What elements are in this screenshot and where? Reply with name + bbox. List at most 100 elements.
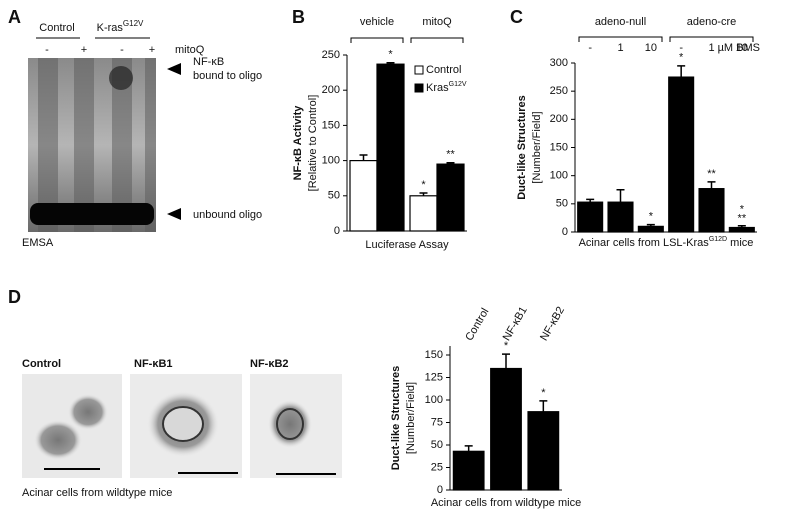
error-bar xyxy=(737,225,746,228)
y-tick-label: 100 xyxy=(322,155,340,167)
y-axis-title: Duct-like Structures xyxy=(390,366,402,471)
lane-label: - xyxy=(45,44,49,56)
y-axis-subtitle: [Number/Field] xyxy=(531,111,543,183)
y-tick-label: 25 xyxy=(431,461,443,473)
annotation: NF-κB xyxy=(193,56,224,68)
arrowhead xyxy=(167,63,181,75)
significance: * xyxy=(649,211,654,223)
image-label: NF-κB1 xyxy=(134,358,173,370)
x-axis-title: Acinar cells from wildtype mice xyxy=(431,497,581,509)
error-bar xyxy=(446,161,455,165)
x-tick-label: NF-κB1 xyxy=(501,305,530,343)
error-bar xyxy=(539,400,548,412)
y-tick-label: 75 xyxy=(431,416,443,428)
y-tick-label: 0 xyxy=(562,226,568,238)
error-bar xyxy=(586,198,595,203)
legend-label: Control xyxy=(426,64,461,76)
y-tick-label: 50 xyxy=(328,190,340,202)
annotation: bound to oligo xyxy=(193,70,262,82)
significance: * xyxy=(504,340,509,352)
error-bar xyxy=(502,353,510,369)
x-tick-label: - xyxy=(679,42,683,54)
bracket xyxy=(578,36,663,42)
unit-label: µM BMS xyxy=(718,42,760,54)
micrograph xyxy=(130,374,242,478)
text: Kras xyxy=(426,82,449,94)
lane-label: + xyxy=(149,44,155,56)
x-tick-label: 10 xyxy=(645,42,657,54)
treatment-label: mitoQ xyxy=(175,44,205,56)
superscript: G12D xyxy=(709,236,727,243)
panel-label: B xyxy=(292,7,305,27)
group-label: K-rasG12V xyxy=(97,19,144,34)
legend-swatch xyxy=(414,65,424,75)
text: mice xyxy=(727,237,753,249)
error-bar xyxy=(677,65,686,78)
bar xyxy=(527,411,560,491)
caption: Acinar cells from wildtype mice xyxy=(22,487,172,499)
x-tick-label: 10 xyxy=(736,42,748,54)
text: K-ras xyxy=(97,22,124,34)
annotation: unbound oligo xyxy=(193,209,262,221)
y-tick-label: 100 xyxy=(425,394,443,406)
panel-label: A xyxy=(8,7,21,27)
bar xyxy=(607,201,634,233)
y-tick-label: 150 xyxy=(550,141,568,153)
bar xyxy=(668,76,695,233)
error-bar xyxy=(707,181,716,189)
y-tick-label: 50 xyxy=(431,439,443,451)
bar xyxy=(436,163,465,232)
bar xyxy=(452,450,485,491)
group-label: adeno-cre xyxy=(687,16,737,28)
bracket xyxy=(669,36,754,42)
text: Control xyxy=(426,64,461,76)
y-axis-subtitle: [Number/Field] xyxy=(405,382,417,454)
legend-label: KrasG12V xyxy=(426,81,467,94)
bar xyxy=(409,195,438,232)
significance: * xyxy=(740,204,745,216)
significance: * xyxy=(679,52,684,64)
error-bar xyxy=(419,192,428,196)
y-tick-label: 250 xyxy=(550,85,568,97)
y-tick-label: 0 xyxy=(437,484,443,496)
group-label: adeno-null xyxy=(595,16,646,28)
bar xyxy=(490,367,522,491)
bar xyxy=(637,225,664,233)
y-tick-label: 150 xyxy=(425,349,443,361)
error-bar xyxy=(646,223,655,227)
group-label: vehicle xyxy=(360,16,394,28)
text: Acinar cells from LSL-Kras xyxy=(579,237,710,249)
significance: ** xyxy=(707,168,716,180)
x-axis-title: Acinar cells from LSL-KrasG12D mice xyxy=(579,236,754,249)
y-axis-title: Duct-like Structures xyxy=(516,95,528,200)
superscript: G12V xyxy=(123,19,144,28)
significance: ** xyxy=(446,149,455,161)
panel-label: C xyxy=(510,7,523,27)
error-bar xyxy=(386,61,395,65)
y-tick-label: 250 xyxy=(322,49,340,61)
y-tick-label: 200 xyxy=(322,84,340,96)
y-tick-label: 125 xyxy=(425,371,443,383)
legend-swatch xyxy=(414,83,424,93)
y-tick-label: 200 xyxy=(550,113,568,125)
group-label: Control xyxy=(39,22,74,34)
error-bar xyxy=(616,189,625,203)
bracket xyxy=(350,37,404,43)
y-tick-label: 300 xyxy=(550,57,568,69)
significance: ** xyxy=(738,213,747,225)
y-tick-label: 0 xyxy=(334,225,340,237)
bar xyxy=(376,63,405,232)
lane-label: - xyxy=(120,44,124,56)
y-axis-subtitle: [Relative to Control] xyxy=(307,95,319,192)
gel xyxy=(28,58,156,232)
x-tick-label: 1 xyxy=(617,42,623,54)
error-bar xyxy=(464,445,473,452)
bracket xyxy=(410,37,464,43)
bar xyxy=(577,201,604,233)
caption: EMSA xyxy=(22,237,54,249)
micrograph xyxy=(22,374,122,478)
bar xyxy=(698,188,725,233)
significance: * xyxy=(541,387,546,399)
x-tick-label: NF-κB2 xyxy=(538,305,567,343)
x-axis-title: Luciferase Assay xyxy=(365,239,449,251)
